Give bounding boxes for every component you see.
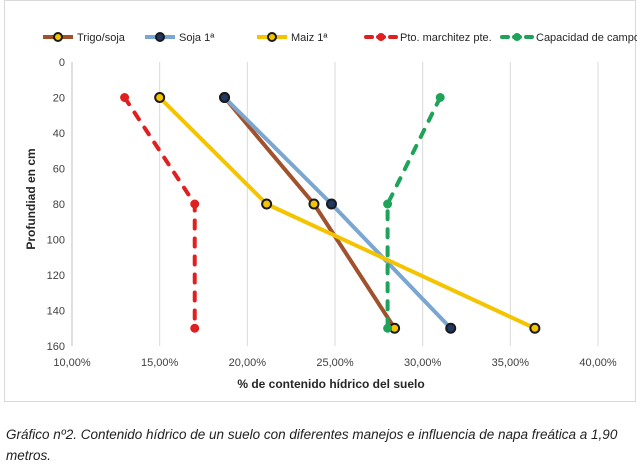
data-point-pto-marchitez-pte xyxy=(190,323,200,333)
legend-marker-soja-1 xyxy=(155,32,165,42)
legend-label-pto-marchitez-pte: Pto. marchitez pte. xyxy=(400,32,492,44)
legend-marker-trigo-soja xyxy=(53,32,63,42)
data-point-soja-1 xyxy=(325,198,337,210)
data-point-capacidad-de-campo xyxy=(383,199,393,209)
y-tick-label: 100 xyxy=(47,235,65,247)
x-tick-label: 10,00% xyxy=(53,357,91,369)
y-tick-label: 120 xyxy=(47,270,65,282)
series-line-soja-1 xyxy=(223,96,453,330)
legend-label-soja-1: Soja 1ª xyxy=(179,32,215,44)
y-tick-label: 0 xyxy=(59,57,65,69)
data-point-maiz-1 xyxy=(154,92,166,103)
y-tick-label: 60 xyxy=(53,164,65,176)
y-tick-label: 20 xyxy=(53,93,65,105)
x-axis-title: % de contenido hídrico del suelo xyxy=(237,377,424,391)
legend-marker-maiz-1 xyxy=(267,32,277,42)
data-point-soja-1 xyxy=(219,92,231,103)
series-line-capacidad-de-campo xyxy=(385,95,443,331)
chart-frame: 0 20 40 60 80 100 120 140 160 10,00% 15,00% 20,00% 2… xyxy=(4,0,637,402)
x-tick-label: 30,00% xyxy=(404,357,442,369)
legend-label-maiz-1: Maiz 1ª xyxy=(291,32,328,44)
data-point-soja-1 xyxy=(445,322,457,334)
data-point-capacidad-de-campo xyxy=(435,93,445,102)
data-point-pto-marchitez-pte xyxy=(120,93,130,102)
data-point-pto-marchitez-pte xyxy=(190,199,200,209)
data-point-maiz-1 xyxy=(261,198,273,210)
chart-svg: 0 20 40 60 80 100 120 140 160 10,00% 15,00% 20,00% 2… xyxy=(24,32,637,391)
y-tick-label: 40 xyxy=(53,128,65,140)
legend-label-trigo-soja: Trigo/soja xyxy=(77,32,126,44)
legend-marker-pto-marchitez-pte xyxy=(377,33,385,41)
data-point-capacidad-de-campo xyxy=(383,323,393,333)
series-line-maiz-1 xyxy=(158,96,536,331)
y-tick-label: 160 xyxy=(47,341,65,353)
y-axis-title: Profundiad en cm xyxy=(24,148,38,249)
data-point-trigo-soja xyxy=(308,198,320,210)
figure-caption: Gráfico nº2. Contenido hídrico de un sue… xyxy=(6,427,618,463)
x-tick-label: 20,00% xyxy=(229,357,267,369)
y-tick-label: 140 xyxy=(47,306,65,318)
x-tick-label: 25,00% xyxy=(316,357,354,369)
legend-marker-capacidad-de-campo xyxy=(513,33,521,41)
y-tick-label: 80 xyxy=(53,199,65,211)
data-point-maiz-1 xyxy=(529,322,541,334)
series-line-trigo-soja xyxy=(223,96,397,330)
x-tick-label: 35,00% xyxy=(492,357,530,369)
legend-label-capacidad-de-campo: Capacidad de campo xyxy=(536,32,637,44)
x-tick-label: 40,00% xyxy=(579,357,617,369)
x-tick-label: 15,00% xyxy=(141,357,179,369)
